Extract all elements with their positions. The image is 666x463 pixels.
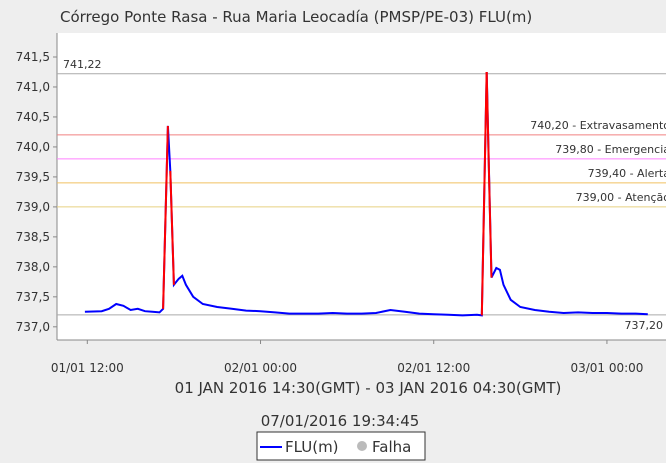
y-tick-label: 737,5 <box>16 290 50 304</box>
legend-label: Falha <box>372 438 411 456</box>
plot-area <box>57 33 666 340</box>
y-tick-label: 737,0 <box>16 320 50 334</box>
jump-segment <box>485 71 491 177</box>
y-tick-label: 738,5 <box>16 230 50 244</box>
reference-label: 741,22 <box>63 58 102 71</box>
jump-segment <box>169 170 175 285</box>
jump-segment <box>162 125 169 309</box>
reference-label: 739,40 - Alerta <box>588 167 666 180</box>
x-axis-label: 01 JAN 2016 14:30(GMT) - 03 JAN 2016 04:… <box>175 379 562 397</box>
legend-label: FLU(m) <box>285 438 339 456</box>
jump-segment <box>488 176 493 278</box>
y-tick-label: 741,5 <box>16 50 50 64</box>
y-tick-label: 740,5 <box>16 110 50 124</box>
x-tick-label: 03/01 00:00 <box>570 361 643 375</box>
reference-label: 737,20 <box>625 319 664 332</box>
reference-label: 740,20 - Extravasamento <box>530 119 666 132</box>
data-line <box>84 71 648 317</box>
x-tick-label: 01/01 12:00 <box>51 361 124 375</box>
legend-swatch <box>357 441 367 451</box>
y-tick-label: 738,0 <box>16 260 50 274</box>
reference-label: 739,80 - Emergencia <box>555 143 666 156</box>
y-tick-label: 739,0 <box>16 200 50 214</box>
legend-box <box>256 431 426 461</box>
y-tick-label: 741,0 <box>16 80 50 94</box>
x-tick-label: 02/01 00:00 <box>224 361 297 375</box>
chart-title: Córrego Ponte Rasa - Rua Maria Leocadía … <box>60 8 532 26</box>
y-tick-label: 739,5 <box>16 170 50 184</box>
timestamp: 07/01/2016 19:34:45 <box>261 412 420 430</box>
x-tick-label: 02/01 12:00 <box>397 361 470 375</box>
y-tick-label: 740,0 <box>16 140 50 154</box>
jump-segment <box>480 71 488 316</box>
reference-label: 739,00 - Atenção <box>576 191 666 204</box>
